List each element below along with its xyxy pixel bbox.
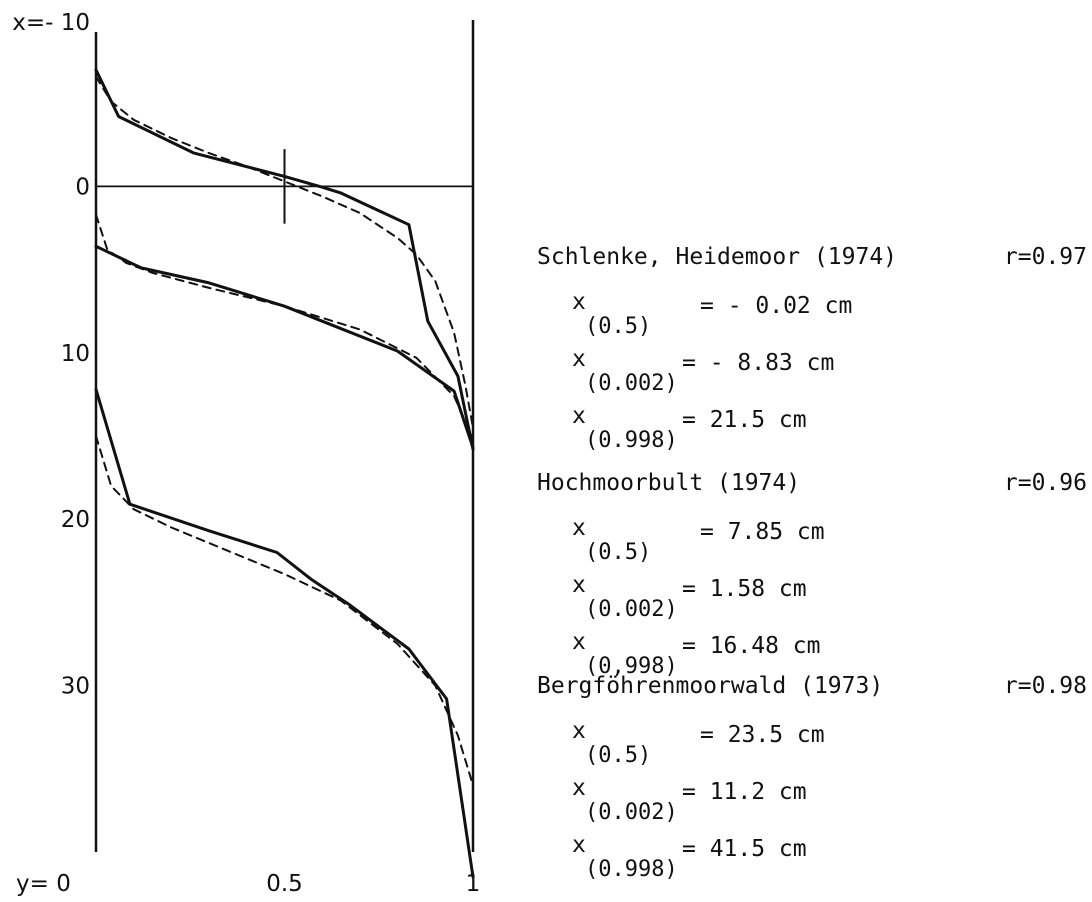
stat-symbol: x (572, 403, 586, 429)
stat-symbol: x (572, 775, 586, 801)
chart-annotations: Schlenke, Heidemoor (1974) r=0.97x(0.5)= … (537, 244, 1087, 882)
stat-subscript: (0.998) (585, 428, 678, 453)
y-tick-label: 10 (61, 341, 90, 367)
stat-symbol: x (572, 629, 586, 655)
stat-value: = 21.5 cm (682, 407, 807, 433)
series-hochmoorbult-observed (94, 244, 475, 450)
annotation-title: Bergföhrenmoorwald (1973) (537, 673, 883, 699)
stat-subscript: (0.002) (585, 597, 678, 622)
stat-subscript: (0.002) (585, 371, 678, 396)
y-tick-label: x=- 10 (12, 10, 90, 36)
stat-value: = - 8.83 cm (682, 350, 834, 376)
annotation-title: Hochmoorbult (1974) (537, 470, 800, 496)
annotation-r-value: r=0.96 (1004, 470, 1087, 496)
series-bergfoehrenmoorwald-observed (94, 387, 475, 879)
stat-value: = 23.5 cm (700, 722, 825, 748)
y-tick-label: 20 (61, 507, 90, 533)
stat-symbol: x (572, 572, 586, 598)
stat-symbol: x (572, 832, 586, 858)
stat-subscript: (0.5) (585, 540, 651, 565)
stat-value: = 1.58 cm (682, 576, 807, 602)
annotation-r-value: r=0.97 (1004, 244, 1087, 270)
stat-subscript: (0.002) (585, 800, 678, 825)
stat-value: = 11.2 cm (682, 779, 807, 805)
y-tick-label: 30 (61, 674, 90, 700)
stat-value: = 41.5 cm (682, 836, 807, 862)
series-hochmoorbult-fitted (95, 213, 474, 441)
stat-subscript: (0.5) (585, 743, 651, 768)
stat-value: = 16.48 cm (682, 633, 820, 659)
x-tick-label: y= 0 (16, 871, 71, 897)
stat-symbol: x (572, 289, 586, 315)
annotation-title: Schlenke, Heidemoor (1974) (537, 244, 897, 270)
stat-symbol: x (572, 346, 586, 372)
stat-value: = - 0.02 cm (700, 293, 852, 319)
x-tick-label: 0.5 (266, 871, 303, 897)
chart-reference-lines (96, 149, 473, 224)
x-tick-label: 1 (466, 871, 481, 897)
y-tick-label: 0 (75, 174, 90, 200)
series-schlenke-observed (94, 68, 475, 451)
stat-subscript: (0.5) (585, 314, 651, 339)
stat-symbol: x (572, 515, 586, 541)
stat-subscript: (0,998) (585, 654, 678, 679)
annotation-r-value: r=0.98 (1004, 673, 1087, 699)
chart-axes (94, 20, 475, 852)
stat-symbol: x (572, 718, 586, 744)
chart-series (94, 68, 475, 879)
series-schlenke-fitted (95, 75, 474, 429)
stat-subscript: (0.998) (585, 857, 678, 882)
series-bergfoehrenmoorwald-fitted (95, 435, 474, 787)
stat-value: = 7.85 cm (700, 519, 825, 545)
chart-ticks: x=- 10 0 10 20 30 y= 0 0.5 1 (12, 10, 480, 897)
